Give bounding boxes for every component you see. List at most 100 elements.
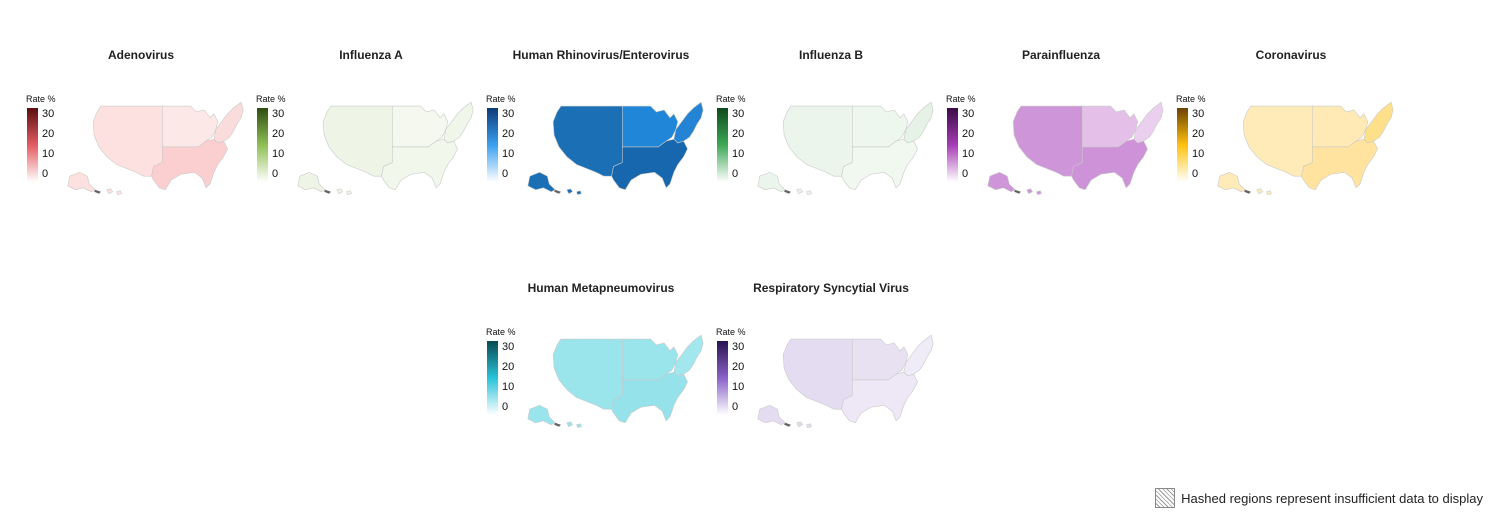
legend-tick: 0 bbox=[962, 168, 969, 180]
region-alaska[interactable] bbox=[527, 404, 556, 426]
aleutian-islands bbox=[554, 422, 561, 427]
region-northeast[interactable] bbox=[213, 101, 244, 144]
legend-tick: 20 bbox=[502, 128, 515, 140]
legend-tick: 0 bbox=[732, 401, 739, 413]
region-south[interactable] bbox=[151, 138, 228, 191]
legend-title: Rate % bbox=[1176, 94, 1206, 104]
region-west[interactable] bbox=[552, 338, 623, 410]
map-panel: Respiratory Syncytial Virus Rate % 30 20 10 0 bbox=[716, 281, 946, 431]
legend-tick: 20 bbox=[732, 361, 745, 373]
us-map-svg bbox=[757, 101, 934, 196]
us-region-map bbox=[982, 93, 1167, 198]
panel-title: Influenza A bbox=[339, 48, 403, 62]
region-south[interactable] bbox=[381, 138, 458, 191]
map-panel: Coronavirus Rate % 30 20 10 0 bbox=[1176, 48, 1406, 198]
region-hawaii[interactable] bbox=[566, 421, 582, 429]
region-west[interactable] bbox=[782, 338, 853, 410]
hatch-swatch-icon bbox=[1155, 488, 1176, 508]
legend-tick: 30 bbox=[502, 108, 515, 120]
panel-title: Parainfluenza bbox=[1021, 48, 1101, 62]
us-map-svg bbox=[527, 101, 704, 196]
legend-color-bar bbox=[487, 341, 498, 415]
legend-tick: 10 bbox=[962, 148, 975, 160]
region-northeast[interactable] bbox=[443, 101, 474, 144]
legend-tick: 10 bbox=[272, 148, 285, 160]
region-south[interactable] bbox=[1071, 138, 1148, 191]
region-alaska[interactable] bbox=[527, 171, 556, 193]
panel-title: Adenovirus bbox=[107, 48, 174, 62]
legend-color-bar bbox=[717, 108, 728, 182]
legend-tick: 20 bbox=[1192, 128, 1205, 140]
region-northeast[interactable] bbox=[903, 101, 934, 144]
legend-tick: 0 bbox=[732, 168, 739, 180]
aleutian-islands bbox=[784, 422, 791, 427]
legend-tick: 10 bbox=[732, 148, 745, 160]
region-hawaii[interactable] bbox=[1256, 188, 1272, 196]
region-west[interactable] bbox=[1242, 105, 1313, 177]
aleutian-islands bbox=[324, 189, 331, 194]
legend-tick: 10 bbox=[732, 381, 745, 393]
region-west[interactable] bbox=[782, 105, 853, 177]
legend-title: Rate % bbox=[946, 94, 976, 104]
aleutian-islands bbox=[784, 189, 791, 194]
us-region-map bbox=[62, 93, 247, 198]
legend-tick: 30 bbox=[42, 108, 55, 120]
region-west[interactable] bbox=[1012, 105, 1083, 177]
region-alaska[interactable] bbox=[67, 171, 96, 193]
panel-title: Coronavirus bbox=[1255, 48, 1327, 62]
legend-color-bar bbox=[257, 108, 268, 182]
region-northeast[interactable] bbox=[1363, 101, 1394, 144]
color-legend: Rate % 30 20 10 0 bbox=[256, 94, 296, 184]
region-hawaii[interactable] bbox=[1026, 188, 1042, 196]
region-northeast[interactable] bbox=[673, 334, 704, 377]
region-northeast[interactable] bbox=[903, 334, 934, 377]
region-south[interactable] bbox=[841, 371, 918, 424]
legend-tick: 20 bbox=[272, 128, 285, 140]
map-panel: Influenza B Rate % 30 20 10 0 bbox=[716, 48, 946, 198]
region-hawaii[interactable] bbox=[796, 188, 812, 196]
region-northeast[interactable] bbox=[673, 101, 704, 144]
us-region-map bbox=[292, 93, 477, 198]
region-northeast[interactable] bbox=[1133, 101, 1164, 144]
aleutian-islands bbox=[1244, 189, 1251, 194]
us-region-map bbox=[522, 93, 707, 198]
color-legend: Rate % 30 20 10 0 bbox=[486, 327, 526, 417]
footer-note-text: Hashed regions represent insufficient da… bbox=[1181, 490, 1483, 506]
aleutian-islands bbox=[1014, 189, 1021, 194]
legend-title: Rate % bbox=[716, 327, 746, 337]
region-hawaii[interactable] bbox=[106, 188, 122, 196]
region-hawaii[interactable] bbox=[566, 188, 582, 196]
footer-note: Hashed regions represent insufficient da… bbox=[1155, 488, 1483, 508]
region-hawaii[interactable] bbox=[796, 421, 812, 429]
region-south[interactable] bbox=[1301, 138, 1378, 191]
us-region-map bbox=[752, 326, 937, 431]
panel-title: Human Metapneumovirus bbox=[527, 281, 675, 295]
region-west[interactable] bbox=[322, 105, 393, 177]
legend-tick: 0 bbox=[42, 168, 49, 180]
region-hawaii[interactable] bbox=[336, 188, 352, 196]
us-map-svg bbox=[1217, 101, 1394, 196]
color-legend: Rate % 30 20 10 0 bbox=[716, 94, 756, 184]
region-alaska[interactable] bbox=[757, 171, 786, 193]
region-west[interactable] bbox=[552, 105, 623, 177]
legend-color-bar bbox=[1177, 108, 1188, 182]
legend-tick: 20 bbox=[732, 128, 745, 140]
region-alaska[interactable] bbox=[297, 171, 326, 193]
legend-tick: 10 bbox=[502, 148, 515, 160]
region-alaska[interactable] bbox=[987, 171, 1016, 193]
color-legend: Rate % 30 20 10 0 bbox=[946, 94, 986, 184]
us-region-map bbox=[752, 93, 937, 198]
legend-tick: 30 bbox=[502, 341, 515, 353]
region-west[interactable] bbox=[92, 105, 163, 177]
region-alaska[interactable] bbox=[1217, 171, 1246, 193]
legend-tick: 30 bbox=[732, 341, 745, 353]
region-south[interactable] bbox=[841, 138, 918, 191]
region-alaska[interactable] bbox=[757, 404, 786, 426]
us-region-map bbox=[1212, 93, 1397, 198]
legend-tick: 0 bbox=[502, 401, 509, 413]
region-south[interactable] bbox=[611, 371, 688, 424]
legend-tick: 10 bbox=[502, 381, 515, 393]
region-south[interactable] bbox=[611, 138, 688, 191]
color-legend: Rate % 30 20 10 0 bbox=[26, 94, 66, 184]
color-legend: Rate % 30 20 10 0 bbox=[1176, 94, 1216, 184]
